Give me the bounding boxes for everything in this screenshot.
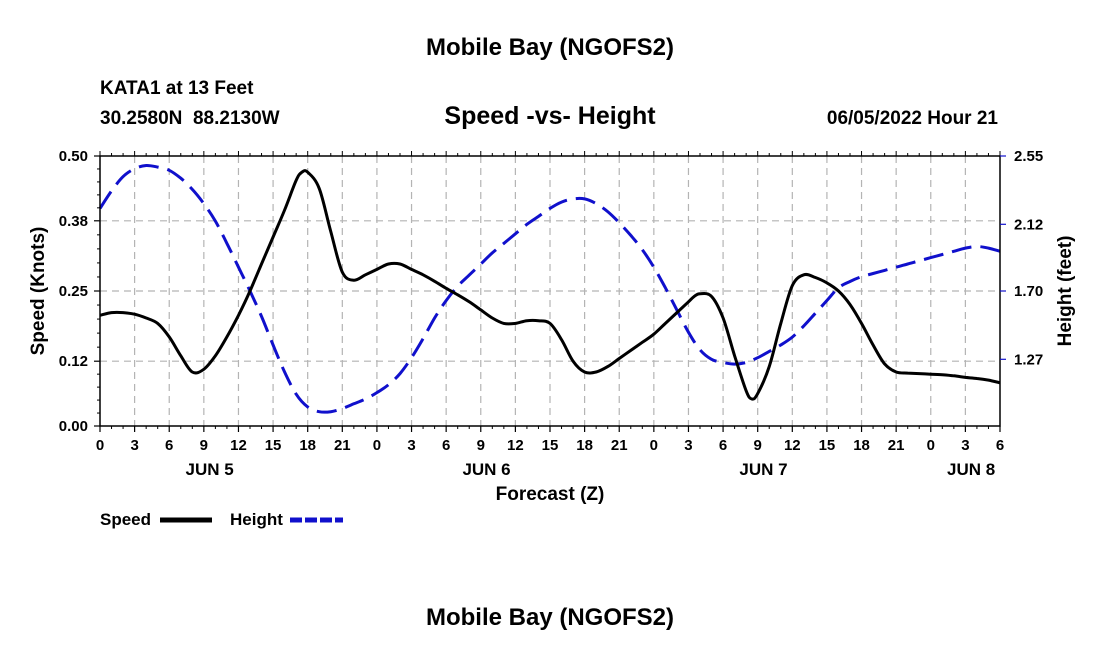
y-left-tick-label: 0.25 — [59, 283, 88, 300]
y-left-tick-label: 0.12 — [59, 353, 88, 370]
x-tick-label: 6 — [719, 437, 727, 454]
x-tick-label: 18 — [576, 437, 593, 454]
page-title-bottom: Mobile Bay (NGOFS2) — [426, 604, 674, 631]
legend-label-height: Height — [230, 510, 283, 529]
legend: Speed Height — [100, 510, 343, 529]
y-axis-right-label: Height (feet) — [1055, 236, 1076, 347]
day-label: JUN 6 — [462, 460, 510, 479]
x-tick-label: 0 — [96, 437, 104, 454]
y-right-tick-label: 1.70 — [1014, 283, 1043, 300]
station-label: KATA1 at 13 Feet — [100, 78, 254, 99]
y-axis-left: 0.00 0.12 0.25 0.38 0.50 — [59, 148, 100, 435]
x-tick-label: 3 — [961, 437, 969, 454]
x-tick-label: 21 — [611, 437, 628, 454]
x-tick-label: 9 — [477, 437, 485, 454]
x-tick-label: 9 — [200, 437, 208, 454]
station-coords: 30.2580N 88.2130W — [100, 108, 280, 129]
x-tick-label: 3 — [130, 437, 138, 454]
forecast-date: 06/05/2022 Hour 21 — [827, 108, 999, 129]
x-tick-label: 21 — [334, 437, 351, 454]
x-tick-label: 6 — [165, 437, 173, 454]
x-tick-label: 3 — [407, 437, 415, 454]
day-label: JUN 7 — [739, 460, 787, 479]
day-label: JUN 5 — [186, 460, 234, 479]
x-tick-label: 0 — [927, 437, 935, 454]
y-left-tick-label: 0.38 — [59, 213, 88, 230]
y-right-tick-label: 2.55 — [1014, 148, 1043, 165]
y-right-tick-label: 1.27 — [1014, 351, 1043, 368]
x-tick-label: 21 — [888, 437, 905, 454]
y-left-tick-label: 0.50 — [59, 148, 88, 165]
series-lines — [98, 163, 1001, 414]
grid-lines — [100, 156, 1000, 426]
x-tick-label: 6 — [996, 437, 1004, 454]
x-tick-label: 12 — [784, 437, 801, 454]
y-left-tick-label: 0.00 — [59, 418, 88, 435]
x-axis: 0 3 6 9 12 15 18 21 0 3 6 9 12 15 18 21 0 3 6 9 12 15 18 21 0 3 6J… — [96, 151, 1004, 479]
x-tick-label: 15 — [542, 437, 559, 454]
x-tick-label: 15 — [265, 437, 282, 454]
y-right-tick-label: 2.12 — [1014, 216, 1043, 233]
x-axis-label: Forecast (Z) — [496, 484, 605, 505]
legend-label-speed: Speed — [100, 510, 151, 529]
y-axis-left-label: Speed (Knots) — [28, 227, 49, 356]
x-tick-label: 0 — [650, 437, 658, 454]
x-tick-label: 12 — [230, 437, 247, 454]
x-tick-label: 12 — [507, 437, 524, 454]
x-tick-label: 0 — [373, 437, 381, 454]
series-line-speed — [99, 169, 1001, 401]
x-tick-label: 18 — [299, 437, 316, 454]
x-tick-label: 9 — [754, 437, 762, 454]
chart-title: Speed -vs- Height — [444, 102, 656, 130]
x-tick-label: 15 — [819, 437, 836, 454]
day-label: JUN 8 — [947, 460, 995, 479]
y-axis-right: 1.27 1.70 2.12 2.55 — [1000, 148, 1043, 368]
x-tick-label: 3 — [684, 437, 692, 454]
page-title-top: Mobile Bay (NGOFS2) — [426, 34, 674, 61]
x-tick-label: 6 — [442, 437, 450, 454]
x-tick-label: 18 — [853, 437, 870, 454]
